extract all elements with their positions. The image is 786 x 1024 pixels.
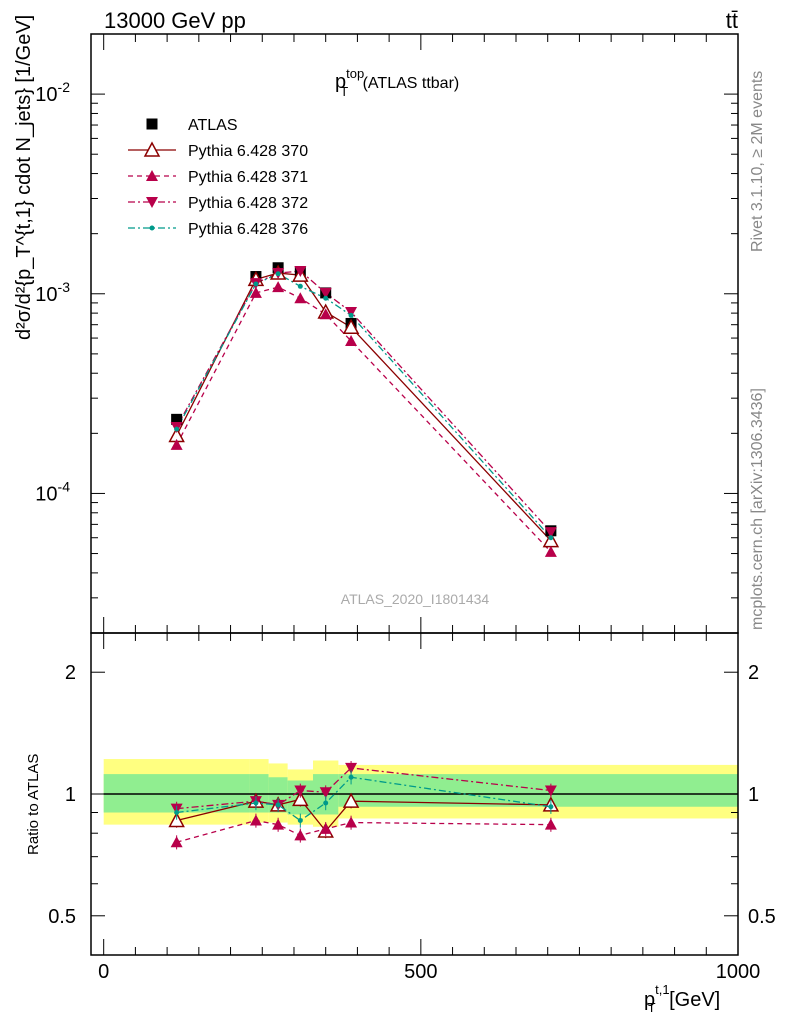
mc-data-point [348, 312, 354, 318]
main-y-tick-label: 10-2 [35, 79, 70, 106]
ratio-data-point [342, 792, 360, 808]
ratio-data-point [297, 818, 303, 824]
mcplots-label: mcplots.cern.ch [arXiv:1306.3436] [749, 388, 766, 630]
ratio-data-point [249, 814, 262, 826]
ratio-data-point [544, 785, 557, 797]
x-tick-label: 500 [404, 961, 437, 983]
legend-marker [146, 170, 158, 181]
ratio-data-point [345, 762, 358, 774]
ratio-y-tick-label-right: 1 [748, 784, 759, 806]
ratio-data-point [548, 804, 554, 810]
mc-data-point [319, 287, 332, 299]
ratio-data-point [275, 802, 281, 808]
main-y-tick-label: 10-3 [35, 279, 70, 306]
mc-data-point [319, 308, 332, 320]
legend-marker [149, 225, 155, 231]
ratio-data-point [345, 816, 358, 828]
ratio-data-point [294, 785, 307, 797]
main-series-line [176, 272, 552, 542]
header-right: tt̄ [726, 8, 738, 33]
mc-data-point [272, 281, 285, 293]
mc-data-point [297, 283, 303, 289]
ratio-ylabel: Ratio to ATLAS [25, 754, 42, 855]
mc-data-point [544, 527, 557, 539]
ratio-data-point [168, 811, 185, 828]
header-left: 13000 GeV pp [104, 8, 246, 33]
mc-data-point [544, 545, 557, 557]
main-ylabel: d²σ/d²{p_T^{t,1} cdot N_jets} [1/GeV] [13, 15, 35, 340]
ratio-data-point [348, 774, 354, 780]
mc-data-point [345, 307, 358, 319]
legend-entry: ATLAS [188, 117, 238, 134]
atlas-data-point [171, 413, 183, 425]
ratio-y-tick-label: 1 [65, 784, 76, 806]
ratio-data-point [292, 790, 309, 807]
main-y-tick-label: 10-4 [35, 478, 70, 505]
mc-data-point [174, 426, 180, 432]
ratio-data-point [174, 810, 180, 816]
legend-entry: Pythia 6.428 370 [188, 143, 308, 160]
legend-entry: Pythia 6.428 371 [188, 169, 308, 186]
ratio-y-tick-label: 2 [65, 662, 76, 684]
mc-data-point [249, 286, 262, 298]
mc-data-point [275, 271, 281, 277]
ratio-band-inner [338, 774, 738, 807]
x-axis-label: pt,1 T [GeV] [644, 982, 720, 1015]
legend-entry: Pythia 6.428 372 [188, 195, 308, 212]
mc-data-point [294, 292, 307, 304]
legend-entry: Pythia 6.428 376 [188, 221, 308, 238]
ratio-data-point [319, 822, 332, 834]
plot-title: ptop T (ATLAS ttbar) [335, 66, 459, 99]
mc-data-point [170, 438, 183, 450]
analysis-watermark: ATLAS_2020_I1801434 [341, 591, 490, 607]
ratio-y-tick-label-right: 2 [748, 662, 759, 684]
ratio-data-point [294, 829, 307, 841]
mc-data-point [294, 266, 307, 278]
ratio-y-tick-label-right: 0.5 [748, 906, 776, 928]
main-series-line [176, 273, 552, 539]
ratio-data-point [170, 836, 183, 848]
ratio-data-point [272, 818, 285, 830]
ratio-data-point [319, 787, 332, 799]
ratio-y-tick-label: 0.5 [48, 906, 76, 928]
rivet-label: Rivet 3.1.10, ≥ 2M events [749, 71, 766, 252]
x-tick-label: 0 [98, 961, 109, 983]
legend-marker [146, 118, 158, 130]
legend-marker [143, 141, 161, 157]
legend-marker [146, 197, 158, 208]
plot-layer: 10-2 10-3 10-4 0 500 1000 2 2 1 1 0.5 0.5 ATLAS Pythi… [35, 33, 776, 983]
ratio-data-point [544, 818, 557, 830]
mc-data-point [548, 535, 554, 541]
ratio-data-point [253, 800, 259, 806]
mc-data-point [253, 281, 259, 287]
mc-data-point [345, 335, 358, 347]
mc-data-point [323, 295, 329, 301]
mc-data-point [342, 318, 360, 334]
x-tick-label: 1000 [716, 961, 761, 983]
ratio-data-point [323, 800, 329, 806]
